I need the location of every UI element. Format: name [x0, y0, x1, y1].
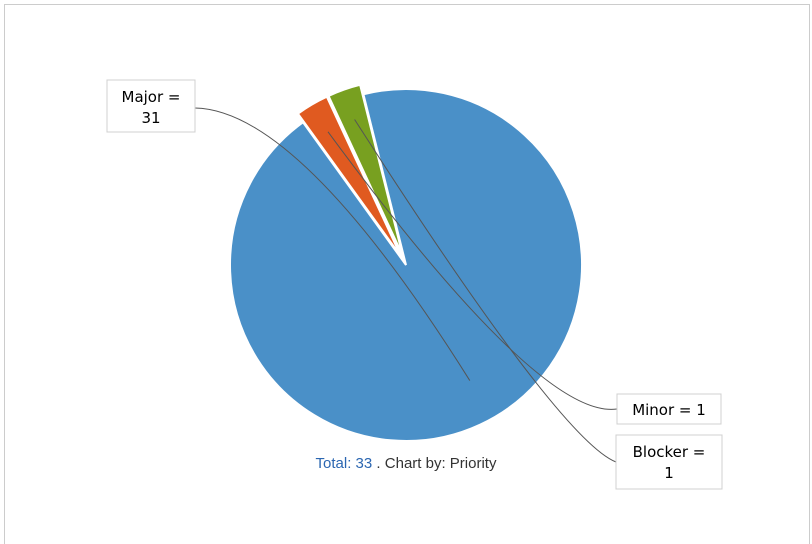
total-link[interactable]: Total: 33: [315, 455, 373, 472]
chart-footer: Total: 33 . Chart by: Priority: [0, 455, 812, 472]
footer-separator: .: [372, 455, 385, 472]
pie-slice-blocker[interactable]: [327, 83, 404, 256]
pie-slice-major[interactable]: [229, 88, 583, 442]
label-blocker: Blocker = 1: [615, 434, 723, 490]
label-major-line2: 31: [141, 109, 160, 127]
label-major: Major = 31: [106, 79, 196, 133]
pie-slice-minor[interactable]: [296, 95, 402, 257]
chart-by-text: Chart by: Priority: [384, 455, 497, 472]
label-blocker-line2: 1: [664, 464, 674, 482]
label-minor-text: Minor = 1: [632, 401, 706, 419]
label-major-line1: Major =: [122, 88, 181, 106]
leader-line-major: [194, 107, 471, 381]
chart-frame: [4, 4, 810, 544]
leader-lines: [194, 107, 618, 463]
pie-slices: [229, 83, 583, 442]
leader-line-minor: [327, 131, 618, 410]
label-minor: Minor = 1: [616, 393, 722, 425]
label-blocker-line1: Blocker =: [633, 443, 706, 461]
leader-line-blocker: [354, 119, 617, 463]
